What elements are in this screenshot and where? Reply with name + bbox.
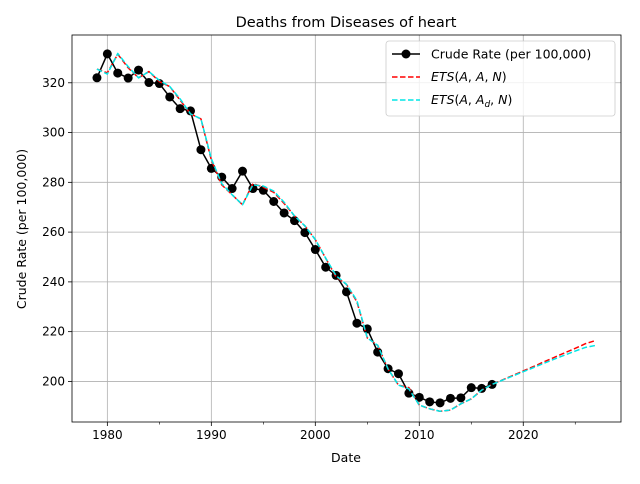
crude-rate-point (227, 184, 237, 194)
y-tick-label: 240 (42, 275, 65, 289)
crude-rate-point (477, 383, 487, 393)
crude-rate-point (102, 49, 112, 59)
crude-rate-point (154, 79, 164, 89)
legend-label-ets-aan: ETS(A, A, N) (431, 69, 507, 84)
crude-rate-point (279, 208, 289, 218)
crude-rate-point (269, 196, 279, 206)
crude-rate-point (445, 393, 455, 403)
crude-rate-point (456, 393, 466, 403)
crude-rate-point (186, 106, 196, 116)
y-tick-label: 200 (42, 374, 65, 388)
crude-rate-point (175, 104, 185, 114)
plot-frame (71, 34, 622, 423)
crude-rate-point (123, 73, 133, 83)
crude-rate-point (92, 73, 102, 83)
y-tick-label: 280 (42, 175, 65, 189)
crude-rate-point (466, 383, 476, 393)
crude-rate-point (238, 166, 248, 176)
crude-rate-point (321, 262, 331, 272)
crude-rate-point (134, 65, 144, 75)
crude-rate-point (206, 163, 216, 173)
crude-rate-point (352, 318, 362, 328)
crude-rate-point (144, 78, 154, 88)
crude-rate-point (248, 184, 258, 194)
crude-rate-point (425, 397, 435, 407)
crude-rate-point (310, 245, 320, 255)
y-tick-label: 300 (42, 126, 65, 140)
x-tick-label: 2010 (404, 428, 435, 442)
chart-title: Deaths from Diseases of heart (236, 15, 457, 31)
crude-rate-point (300, 228, 310, 238)
y-tick-label: 320 (42, 76, 65, 90)
legend-label-crude: Crude Rate (per 100,000) (431, 47, 591, 62)
legend-marker-crude (401, 49, 411, 59)
crude-rate-point (196, 145, 206, 155)
legend: Crude Rate (per 100,000) ETS(A, A, N) ET… (385, 40, 616, 117)
y-axis: 200 220 240 260 280 300 320 (42, 76, 72, 388)
x-axis: 1980 1990 2000 2010 2020 (92, 422, 576, 442)
grid (72, 35, 621, 422)
crude-rate-point (362, 324, 372, 334)
y-axis-label: Crude Rate (per 100,000) (14, 149, 29, 309)
x-tick-label: 2000 (300, 428, 331, 442)
crude-rate-point (393, 369, 403, 379)
crude-rate-point (113, 68, 123, 78)
crude-rate-point (165, 92, 175, 102)
x-tick-label: 2020 (508, 428, 539, 442)
crude-rate-point (373, 347, 383, 357)
x-axis-label: Date (331, 450, 361, 465)
legend-label-ets-aadn: ETS(A, Ad, N) (431, 92, 512, 110)
x-tick-label: 1980 (92, 428, 123, 442)
crude-rate-point (487, 379, 497, 389)
x-tick-label: 1990 (196, 428, 227, 442)
crude-rate-point (435, 398, 445, 408)
crude-rate-point (290, 216, 300, 226)
series-ets-aadn-line (96, 52, 597, 413)
y-tick-label: 220 (42, 325, 65, 339)
series-layer (92, 49, 597, 413)
crude-rate-point (414, 392, 424, 402)
y-tick-label: 260 (42, 225, 65, 239)
legend-box (385, 40, 616, 117)
